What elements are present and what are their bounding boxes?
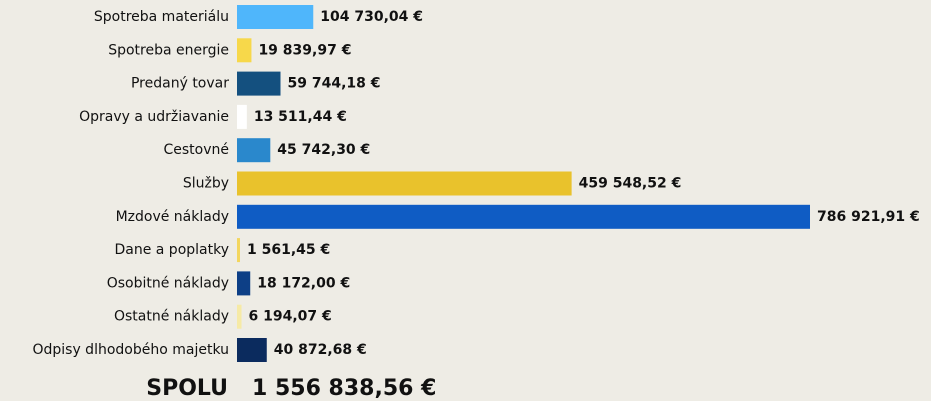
bar xyxy=(237,238,240,263)
category-label: Dane a poplatky xyxy=(114,242,229,258)
value-label: 1 561,45 € xyxy=(247,242,330,258)
value-label: 104 730,04 € xyxy=(320,9,423,25)
value-label: 13 511,44 € xyxy=(254,109,347,125)
value-label: 19 839,97 € xyxy=(258,42,351,58)
category-label: Mzdové náklady xyxy=(116,209,229,225)
category-label: Osobitné náklady xyxy=(107,275,229,291)
bar xyxy=(237,304,242,329)
value-label: 45 742,30 € xyxy=(277,142,370,158)
category-label: Opravy a udržiavanie xyxy=(79,109,229,125)
value-label: 786 921,91 € xyxy=(817,209,920,225)
bar xyxy=(237,271,251,296)
total-value: 1 556 838,56 € xyxy=(252,376,436,401)
bar xyxy=(237,38,252,63)
value-label: 40 872,68 € xyxy=(274,342,367,358)
bar xyxy=(237,104,247,129)
bar xyxy=(237,5,314,29)
category-label: Odpisy dlhodobého majetku xyxy=(32,342,229,358)
bar xyxy=(237,204,810,229)
value-label: 59 744,18 € xyxy=(288,76,381,92)
value-label: 459 548,52 € xyxy=(579,176,682,192)
category-label: Spotreba materiálu xyxy=(94,9,229,25)
total-label: SPOLU xyxy=(146,376,228,401)
value-label: 6 194,07 € xyxy=(249,309,332,325)
category-label: Cestovné xyxy=(163,142,229,158)
bar xyxy=(237,171,572,196)
bar xyxy=(237,138,271,163)
category-label: Spotreba energie xyxy=(108,42,229,58)
category-label: Ostatné náklady xyxy=(114,309,229,325)
bar xyxy=(237,338,267,362)
value-label: 18 172,00 € xyxy=(257,275,350,291)
category-label: Predaný tovar xyxy=(131,76,229,92)
bar xyxy=(237,71,281,96)
category-label: Služby xyxy=(183,176,229,192)
